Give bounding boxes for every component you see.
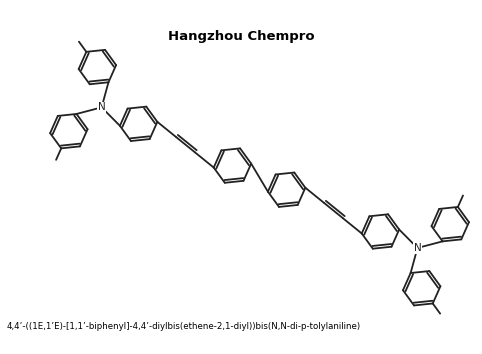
- Text: N: N: [98, 102, 106, 112]
- Text: N: N: [414, 243, 421, 253]
- Text: 4,4’-((1E,1’E)-[1,1’-biphenyl]-4,4’-diylbis(ethene-2,1-diyl))bis(N,N-di-p-tolyla: 4,4’-((1E,1’E)-[1,1’-biphenyl]-4,4’-diyl…: [6, 322, 361, 331]
- Text: Hangzhou Chempro: Hangzhou Chempro: [168, 29, 314, 42]
